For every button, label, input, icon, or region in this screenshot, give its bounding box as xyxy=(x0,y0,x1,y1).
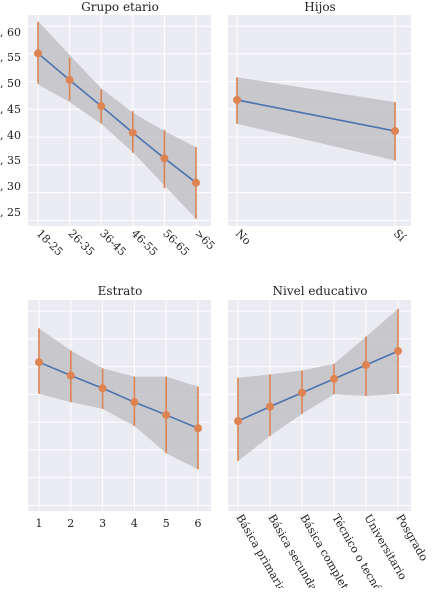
panel: No Sí xyxy=(228,15,411,248)
y-tick-label: 0, 50 xyxy=(0,77,21,90)
y-tick-label: 0, 45 xyxy=(0,103,21,116)
y-tick-label: 0, 60 xyxy=(0,26,21,39)
panel-title-grupo-etario: Grupo etario xyxy=(81,0,159,14)
x-tick-label: No xyxy=(233,227,254,248)
data-point xyxy=(194,424,202,433)
data-point xyxy=(35,358,43,367)
x-tick-label: 3 xyxy=(99,517,106,530)
confidence-band xyxy=(237,77,395,161)
data-point xyxy=(234,417,242,426)
data-point xyxy=(394,347,402,356)
series-line xyxy=(236,99,396,132)
data-point xyxy=(160,154,169,163)
data-point xyxy=(362,360,370,369)
x-tick-label: Sí xyxy=(391,227,408,244)
x-tick-label: 2 xyxy=(67,517,74,530)
x-tick-label: 46-55 xyxy=(129,227,161,259)
data-point xyxy=(97,102,106,111)
data-point xyxy=(298,388,306,397)
data-point xyxy=(162,410,171,419)
data-point xyxy=(65,75,74,84)
x-tick-label: 36-45 xyxy=(97,227,129,259)
x-tick-label: 26-35 xyxy=(65,227,97,259)
data-point xyxy=(128,128,137,137)
y-tick-label: 0, 35 xyxy=(0,154,21,167)
series-line xyxy=(38,361,199,430)
x-tick-label: 18-25 xyxy=(34,227,66,259)
data-point xyxy=(391,127,399,136)
data-point xyxy=(34,49,42,58)
x-tick-label: >65 xyxy=(192,227,218,253)
y-tick-label: 0, 55 xyxy=(0,51,21,64)
data-point xyxy=(233,95,241,104)
data-point xyxy=(130,398,139,407)
data-point xyxy=(66,371,75,380)
confidence-band xyxy=(39,328,198,470)
x-tick-label: 1 xyxy=(36,517,43,530)
panel-title-nivel-educativo: Nivel educativo xyxy=(273,284,368,298)
data-point xyxy=(330,374,338,383)
series-line xyxy=(37,52,197,184)
series-line xyxy=(237,350,399,422)
y-tick-labels: 0, 25 0, 30 0, 35 0, 40 0, 45 0, 50 0, 5… xyxy=(0,26,21,219)
data-point xyxy=(192,178,200,187)
x-tick-label: 4 xyxy=(131,517,138,530)
panel-title-hijos: Hijos xyxy=(304,0,335,14)
x-tick-label: 56-65 xyxy=(160,227,192,259)
panel: 1 2 3 4 5 6 xyxy=(28,300,211,530)
panel: 18-25 26-35 36-45 46-55 56-65 >65 xyxy=(28,15,217,259)
x-tick-label: 5 xyxy=(163,517,170,530)
y-tick-label: 0, 25 xyxy=(0,206,21,219)
y-tick-label: 0, 30 xyxy=(0,180,21,193)
x-tick-label: 6 xyxy=(195,517,202,530)
data-point xyxy=(266,402,274,411)
data-point xyxy=(98,384,107,393)
panel-title-estrato: Estrato xyxy=(98,284,143,298)
y-tick-label: 0, 40 xyxy=(0,129,21,142)
